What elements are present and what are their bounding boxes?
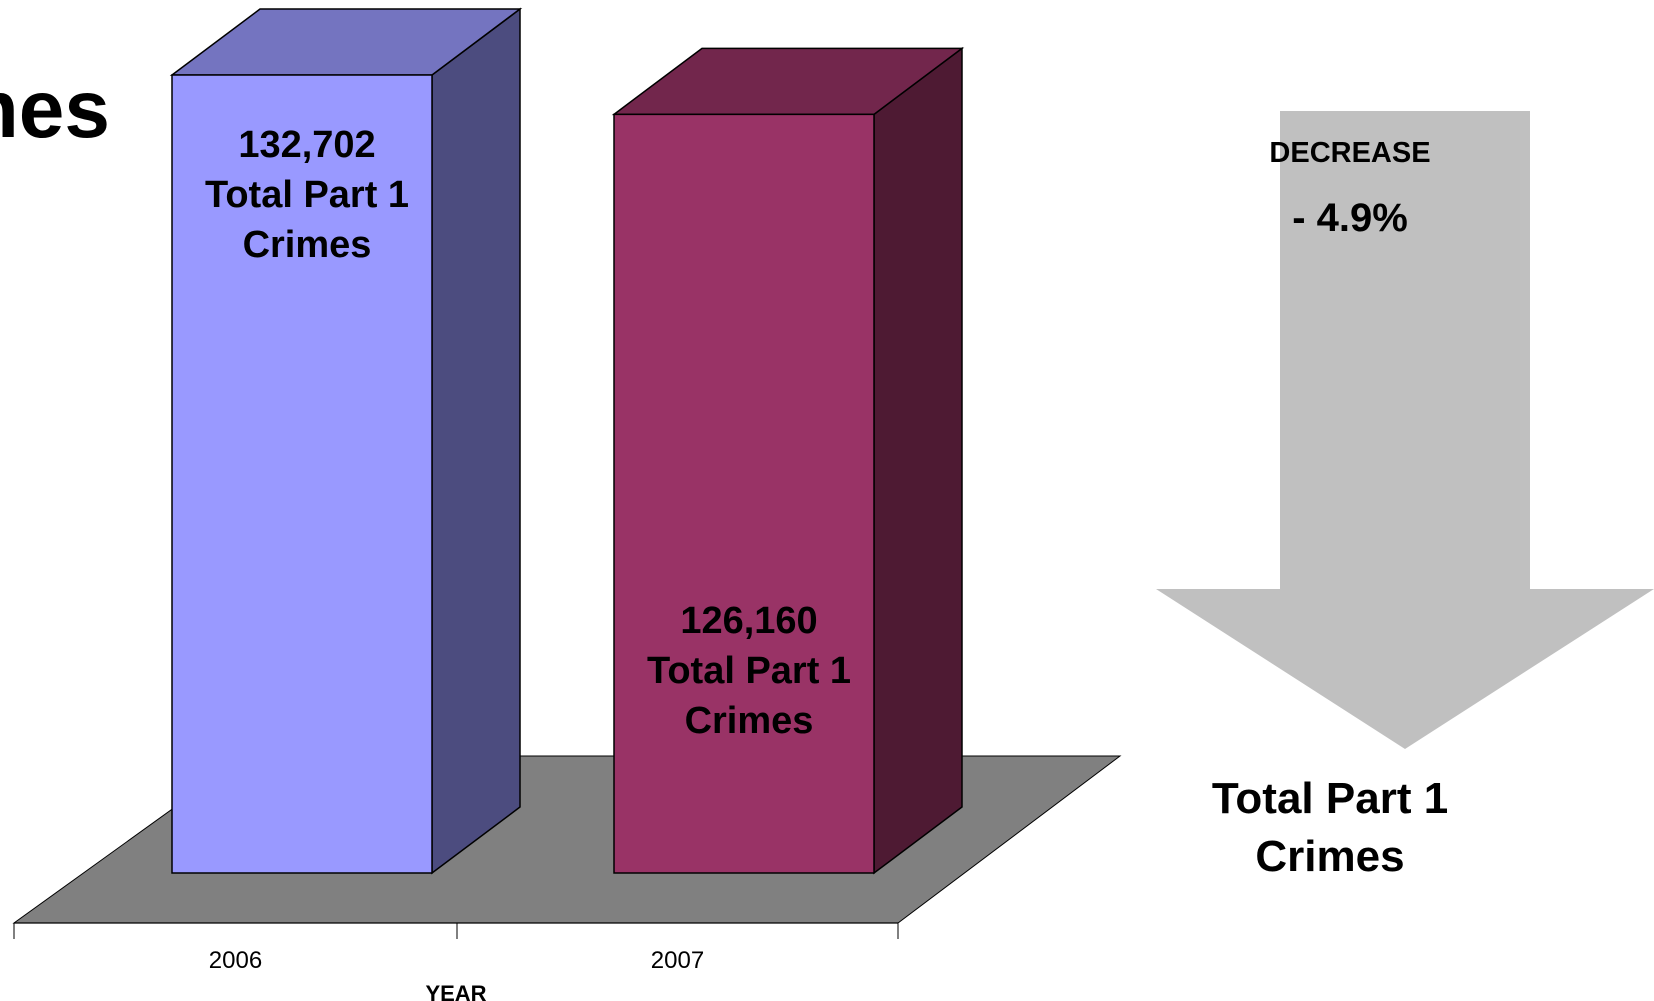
x-tick-label-2006: 2006 bbox=[209, 947, 262, 974]
x-tick-label-2007: 2007 bbox=[651, 947, 704, 974]
bar-2006: 132,702 Total Part 1 Crimes bbox=[169, 7, 523, 875]
arrow-caption: Total Part 1 Crimes bbox=[1211, 774, 1449, 881]
x-axis-ticks bbox=[13, 923, 899, 939]
decrease-heading: DECREASE bbox=[1269, 137, 1431, 169]
bar-side-2006 bbox=[431, 7, 521, 875]
bar-data-label-2006-line-1: Total Part 1 bbox=[205, 174, 409, 216]
x-axis-title: YEAR bbox=[425, 981, 486, 1001]
bar-data-label-2006-line-0: 132,702 bbox=[238, 124, 375, 166]
bar-front-2006 bbox=[171, 74, 433, 874]
bar-data-label-2007-line-0: 126,160 bbox=[680, 600, 817, 642]
bars: 132,702 Total Part 1 Crimes 126,160 Total Pa… bbox=[169, 7, 965, 875]
decrease-arrow-icon bbox=[1156, 111, 1654, 749]
chart-title-text: Part 1 Crimes bbox=[0, 64, 110, 155]
bar-2007: 126,160 Total Part 1 Crimes bbox=[611, 46, 965, 875]
chart-title: Part 1 Crimes bbox=[0, 60, 120, 260]
bar-data-label-2006-line-2: Crimes bbox=[243, 224, 372, 266]
bar-data-label-2007-line-1: Total Part 1 bbox=[647, 650, 851, 692]
bar-front-2007 bbox=[613, 113, 875, 874]
bar-side-2007 bbox=[873, 46, 963, 875]
x-axis-tick-labels: 2006 2007 bbox=[209, 947, 704, 974]
decrease-percent: - 4.9% bbox=[1292, 196, 1408, 240]
bar-data-label-2007-line-2: Crimes bbox=[685, 700, 814, 742]
